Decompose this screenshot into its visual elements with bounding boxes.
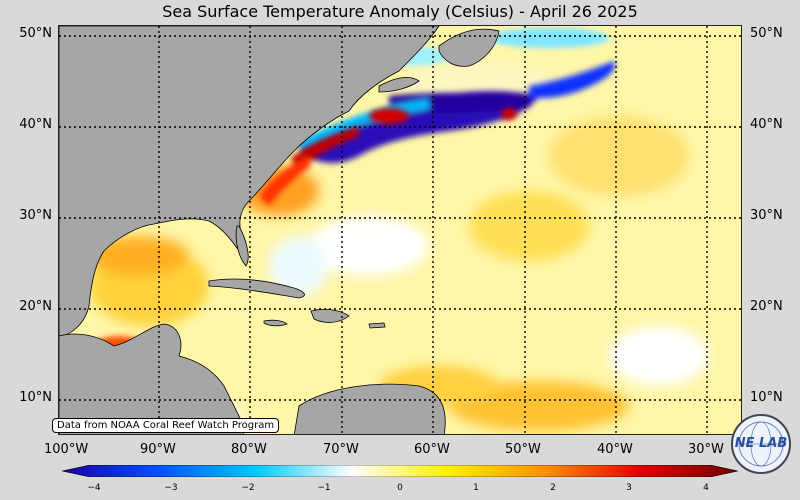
lon-label: 60°W [414, 442, 450, 457]
yucatan-central-america [59, 323, 244, 434]
lon-label: 50°W [505, 442, 541, 457]
lon-label: 100°W [44, 442, 89, 457]
land-masses [59, 26, 500, 434]
lon-label: 90°W [140, 442, 176, 457]
colorbar-tick: −1 [317, 483, 331, 493]
nelab-logo: NE LAB [731, 414, 791, 474]
lat-label-right: 10°N [750, 390, 783, 405]
lat-label-left: 10°N [19, 390, 52, 405]
lon-label: 70°W [323, 442, 359, 457]
south-america [293, 383, 446, 434]
lat-label-right: 20°N [750, 299, 783, 314]
lon-label: 30°W [688, 442, 724, 457]
map-canvas [59, 26, 741, 434]
colorbar-tick: 2 [550, 483, 556, 493]
lat-label-right: 50°N [750, 26, 783, 41]
logo-text: NE LAB [734, 436, 788, 451]
graticule [59, 26, 741, 434]
lat-label-left: 30°N [19, 208, 52, 223]
data-credit: Data from NOAA Coral Reef Watch Program [52, 418, 280, 433]
map-title: Sea Surface Temperature Anomaly (Celsius… [162, 2, 638, 21]
cuba [208, 278, 305, 299]
lon-label: 40°W [597, 442, 633, 457]
florida [235, 225, 249, 267]
jamaica [263, 319, 288, 327]
lon-label: 80°W [231, 442, 267, 457]
globe-icon [738, 421, 784, 467]
lat-label-left: 50°N [19, 26, 52, 41]
newfoundland [438, 28, 500, 67]
lat-label-right: 40°N [750, 117, 783, 132]
colorbar-tick: −2 [241, 483, 255, 493]
colorbar-tick: 1 [473, 483, 479, 493]
colorbar-fill [61, 464, 739, 478]
colorbar-tick: −4 [87, 483, 101, 493]
lat-label-right: 30°N [750, 208, 783, 223]
colorbar-tick: −3 [164, 483, 178, 493]
colorbar-tick: 4 [703, 483, 709, 493]
nova-scotia [378, 76, 420, 93]
lat-label-left: 40°N [19, 117, 52, 132]
hispaniola [310, 309, 350, 323]
lat-label-left: 20°N [19, 299, 52, 314]
colorbar [61, 462, 739, 478]
colorbar-tick: 3 [626, 483, 632, 493]
colorbar-tick: 0 [397, 483, 403, 493]
puerto-rico [368, 322, 386, 329]
colorbar-svg [61, 464, 739, 478]
sst-anomaly-map [58, 25, 742, 435]
